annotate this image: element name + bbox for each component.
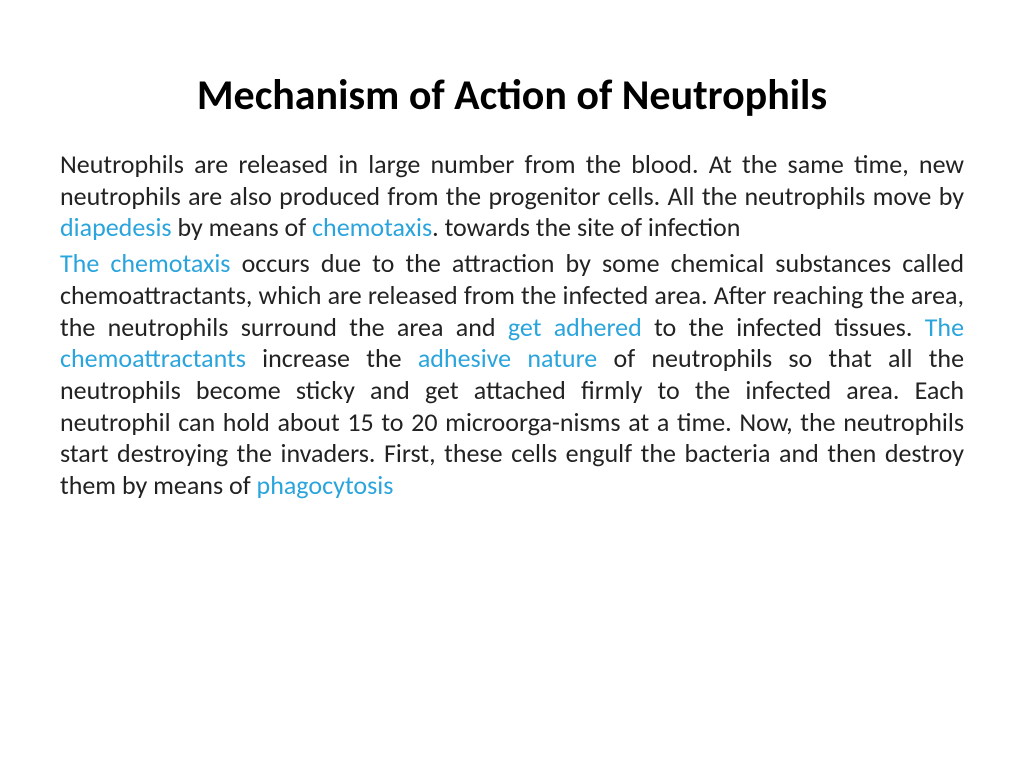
p1-text-3: . towards the site of infection (432, 211, 740, 243)
p2-text-2: to the infected tissues. (642, 311, 925, 343)
p2-highlight-the-chemotaxis: The chemotaxis (60, 247, 230, 279)
p1-text-1: Neutrophils are released in large number… (60, 148, 964, 212)
paragraph-1: Neutrophils are released in large number… (60, 149, 964, 244)
p1-highlight-diapedesis: diapedesis (60, 211, 172, 243)
paragraph-2: The chemotaxis occurs due to the attract… (60, 248, 964, 502)
p2-highlight-get-adhered: get adhered (508, 311, 642, 343)
p1-text-2: by means of (172, 211, 312, 243)
p2-highlight-adhesive-nature: adhesive nature (418, 342, 597, 374)
slide-title: Mechanism of Action of Neutrophils (60, 70, 964, 121)
p2-highlight-phagocytosis: phagocytosis (257, 469, 394, 501)
p2-text-3: increase the (246, 342, 418, 374)
p1-highlight-chemotaxis: chemotaxis (312, 211, 432, 243)
